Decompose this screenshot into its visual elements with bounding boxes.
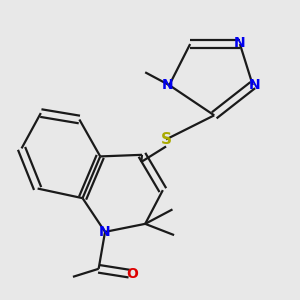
Text: S: S [160,132,172,147]
Text: N: N [234,36,246,50]
Text: O: O [126,267,138,280]
Text: N: N [162,78,173,92]
Text: N: N [248,78,260,92]
Text: N: N [99,225,111,239]
